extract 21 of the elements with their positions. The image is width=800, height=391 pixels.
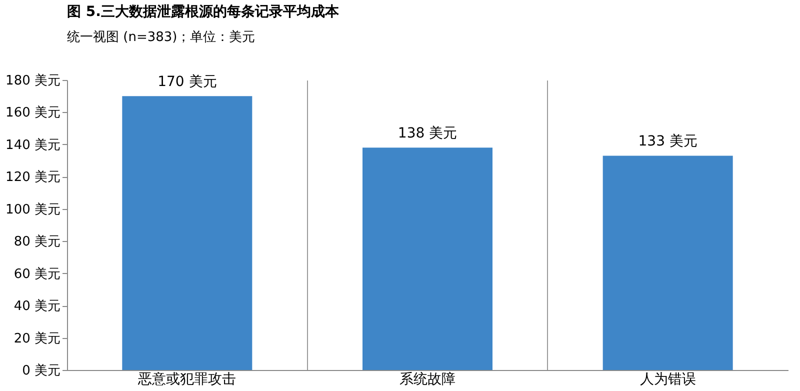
y-tick-label: 60 美元 [14,266,60,282]
y-tick-label: 140 美元 [6,136,60,153]
y-tick-label: 180 美元 [6,72,60,88]
bar [602,156,733,370]
y-tick-label: 100 美元 [6,201,60,218]
chart-subtitle: 统一视图 (n=383)；单位：美元 [67,29,256,45]
bar [122,96,252,370]
x-tick-label: 系统故障 [400,372,456,388]
y-tick-label: 160 美元 [6,104,60,121]
y-tick-label: 20 美元 [14,330,60,346]
chart-title: 图 5.三大数据泄露根源的每条记录平均成本 [67,4,340,20]
data-label: 138 美元 [398,126,458,142]
data-label: 170 美元 [158,74,217,90]
x-tick-label: 人为错误 [640,372,696,388]
x-tick-label: 恶意或犯罪攻击 [137,372,236,388]
y-tick-label: 80 美元 [14,234,60,250]
y-tick-label: 0 美元 [22,362,60,378]
bar [362,148,492,370]
y-tick-label: 40 美元 [14,298,60,314]
data-label: 133 美元 [638,134,698,150]
y-tick-label: 120 美元 [6,169,60,186]
